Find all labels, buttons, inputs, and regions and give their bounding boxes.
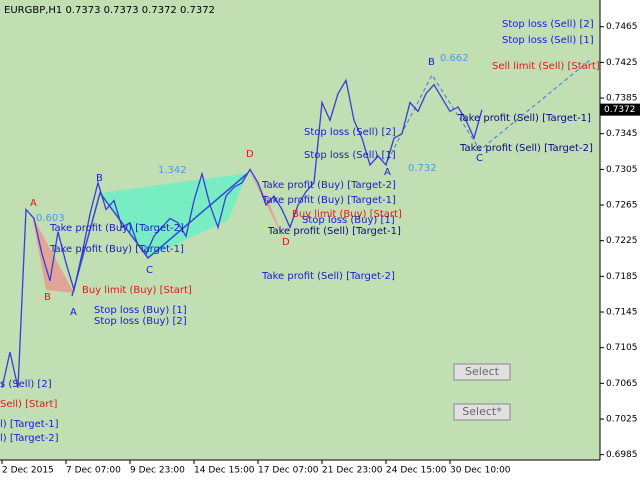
y-tick-label: 0.7305: [606, 165, 638, 175]
button[interactable]: [453, 363, 511, 381]
annotation: Stop loss (Sell) [2]: [502, 19, 594, 30]
y-tick-label: 0.7225: [606, 236, 638, 246]
annotation: A: [70, 307, 77, 318]
annotation: A: [384, 167, 391, 178]
y-tick-label: 0.7425: [606, 58, 638, 68]
annotation: Stop loss (Buy) [2]: [94, 316, 187, 327]
annotation: Take profit (Buy) [Target-2]: [261, 180, 396, 191]
annotation: l) [Target-1]: [0, 419, 59, 430]
annotation: Take profit (Buy) [Target-2]: [49, 223, 184, 234]
y-tick-label: 0.7145: [606, 308, 638, 318]
x-tick-label: 24 Dec 15:00: [386, 466, 447, 476]
x-tick-label: 14 Dec 15:00: [194, 466, 255, 476]
y-tick-label: 0.7185: [606, 272, 638, 282]
annotation: C: [476, 153, 483, 164]
current-price-box: [600, 103, 640, 116]
annotation: Sell limit (Sell) [Start]: [492, 61, 600, 72]
x-tick-label: 17 Dec 07:00: [258, 466, 319, 476]
y-tick-label: 0.7385: [606, 94, 638, 104]
annotation: s (Sell) [2]: [0, 379, 52, 390]
y-tick-label: 0.7065: [606, 379, 638, 389]
annotation: D: [246, 149, 254, 160]
current-price-label: 0.7372: [604, 105, 636, 115]
y-tick-label: 0.7105: [606, 343, 638, 353]
x-tick-label: 2 Dec 2015: [2, 466, 54, 476]
pattern-line: [387, 59, 591, 161]
annotation: Stop loss (Sell) [1]: [304, 150, 396, 161]
annotation: l) [Target-2]: [0, 433, 59, 444]
x-tick-label: 7 Dec 07:00: [66, 466, 121, 476]
annotation: Sell) [Start]: [0, 399, 57, 410]
pattern-fill: [100, 173, 248, 258]
x-tick-label: 9 Dec 23:00: [130, 466, 185, 476]
annotation: A: [30, 198, 37, 209]
button-label[interactable]: Select: [465, 365, 500, 378]
y-tick-label: 0.7345: [606, 129, 638, 139]
annotation: Stop loss (Buy) [1]: [94, 305, 187, 316]
annotation: 0.732: [408, 163, 437, 174]
annotation: D: [282, 237, 290, 248]
y-tick-label: 0.7265: [606, 201, 638, 211]
x-tick-label: 21 Dec 23:00: [322, 466, 383, 476]
plot-area: [0, 0, 600, 460]
annotation: 0.662: [440, 53, 469, 64]
y-tick-label: 0.7465: [606, 22, 638, 32]
annotation: Take profit (Buy) [Target-1]: [261, 195, 396, 206]
annotation: Buy limit (Buy) [Start]: [292, 209, 402, 220]
annotation: Take profit (Sell) [Target-2]: [261, 271, 395, 282]
annotation: Stop loss (Buy) [1]: [302, 215, 395, 226]
button[interactable]: [453, 403, 511, 421]
annotation: Stop loss (Sell) [2]: [304, 127, 396, 138]
annotation: Take profit (Buy) [Target-1]: [49, 244, 184, 255]
y-tick-label: 0.6985: [606, 450, 638, 460]
annotation: B: [428, 57, 435, 68]
pattern-fill: [32, 215, 74, 293]
price-line: [1, 78, 483, 388]
chart-title: EURGBP,H1 0.7373 0.7373 0.7372 0.7372: [4, 5, 215, 16]
annotation: 1.342: [158, 165, 187, 176]
annotation: Stop loss (Sell) [1]: [502, 35, 594, 46]
annotation: C: [146, 265, 153, 276]
y-tick-label: 0.7025: [606, 414, 638, 424]
pattern-fill: [250, 172, 284, 240]
annotation: B: [96, 173, 103, 184]
annotation: Take profit (Sell) [Target-2]: [459, 143, 593, 154]
annotation: Take profit (Sell) [Target-1]: [267, 226, 401, 237]
button-label[interactable]: Select*: [462, 405, 502, 418]
annotation: 0.603: [36, 213, 65, 224]
x-tick-label: 30 Dec 10:00: [450, 466, 511, 476]
annotation: Buy limit (Buy) [Start]: [82, 285, 192, 296]
annotation: B: [44, 292, 51, 303]
annotation: Take profit (Sell) [Target-1]: [457, 113, 591, 124]
